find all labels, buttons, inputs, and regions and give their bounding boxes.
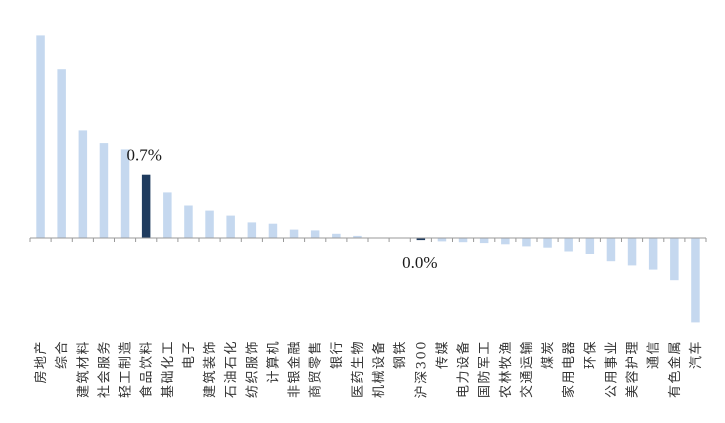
bar-31 (670, 238, 679, 281)
x-tick-label-13: 非银金融 (287, 340, 303, 398)
x-tick-label-1: 房地产 (33, 340, 49, 384)
bar-11 (247, 222, 257, 238)
x-tick-label-3: 建筑材料 (75, 340, 91, 398)
bar-1 (36, 35, 45, 239)
bar-12 (268, 223, 278, 238)
bar-4 (99, 143, 109, 238)
x-tick-label-19: 沪深300 (413, 340, 429, 398)
x-tick-label-17: 机械设备 (371, 340, 387, 398)
x-tick-label-7: 基础化工 (161, 340, 176, 398)
x-tick-label-20: 传媒 (435, 340, 450, 369)
bar-5 (120, 149, 130, 238)
bar-22 (479, 238, 489, 244)
bar-2 (57, 69, 66, 238)
bar-32 (691, 238, 700, 323)
x-tick-label-4: 社会服务 (96, 340, 112, 398)
x-tick-label-32: 汽车 (688, 340, 704, 369)
x-tick-label-10: 石油石化 (224, 340, 239, 398)
bar-26 (564, 238, 573, 252)
bar-23 (501, 238, 510, 245)
x-tick-label-12: 计算机 (266, 340, 281, 384)
bars-group (36, 35, 700, 323)
bar-20 (437, 238, 447, 242)
bar-30 (648, 238, 658, 270)
x-tick-label-11: 纺织服饰 (245, 340, 260, 398)
bar-7 (163, 192, 172, 238)
bar-29 (627, 238, 637, 266)
x-tick-label-24: 交通运输 (519, 340, 535, 398)
x-tick-label-28: 公用事业 (604, 340, 619, 398)
bar-21 (458, 238, 468, 243)
x-tick-label-15: 银行 (330, 340, 345, 369)
x-tick-label-26: 家用电器 (561, 340, 577, 398)
x-tick-label-22: 国防军工 (477, 340, 493, 398)
x-tick-label-18: 钢铁 (393, 340, 408, 369)
highlight-data-label: 0.7% (126, 146, 161, 165)
x-axis-tick-labels: 房地产 综合 建筑材料 社会服务 轻工制造 食品饮料 基础化工 电子 建筑装饰 石油石化 纺织服饰计… (33, 340, 704, 398)
x-tick-label-6: 食品饮料 (139, 340, 155, 398)
x-tick-label-5: 轻工制造 (119, 340, 134, 398)
bar-27 (585, 238, 595, 254)
bar-3 (78, 130, 88, 238)
x-tick-label-8: 电子 (182, 340, 197, 369)
bar-9 (205, 210, 214, 238)
x-tick-label-30: 通信 (647, 340, 662, 369)
x-tick-label-25: 煤炭 (541, 340, 556, 369)
bar-15 (332, 233, 341, 238)
x-axis-ticks (29, 238, 707, 242)
bar-10 (226, 215, 235, 238)
x-tick-label-29: 美容护理 (625, 340, 641, 398)
bar-24 (522, 238, 531, 247)
bar-16 (353, 235, 362, 238)
bar-6 (141, 174, 151, 238)
bar-14 (310, 230, 320, 238)
bar-8 (184, 205, 193, 238)
x-tick-label-23: 农林牧渔 (499, 340, 514, 398)
x-tick-label-21: 电力设备 (456, 340, 472, 398)
bar-25 (543, 238, 552, 248)
x-tick-label-31: 有色金属 (667, 340, 683, 398)
x-tick-label-16: 医药生物 (351, 340, 366, 398)
bar-28 (606, 238, 616, 262)
x-tick-label-27: 环保 (583, 340, 598, 369)
bar-13 (289, 229, 299, 238)
x-tick-label-14: 商贸零售 (308, 340, 324, 398)
bar-19 (416, 238, 426, 241)
x-tick-label-2: 综合 (55, 340, 70, 369)
benchmark-data-label: 0.0% (402, 253, 437, 272)
x-tick-label-9: 建筑装饰 (202, 340, 218, 398)
